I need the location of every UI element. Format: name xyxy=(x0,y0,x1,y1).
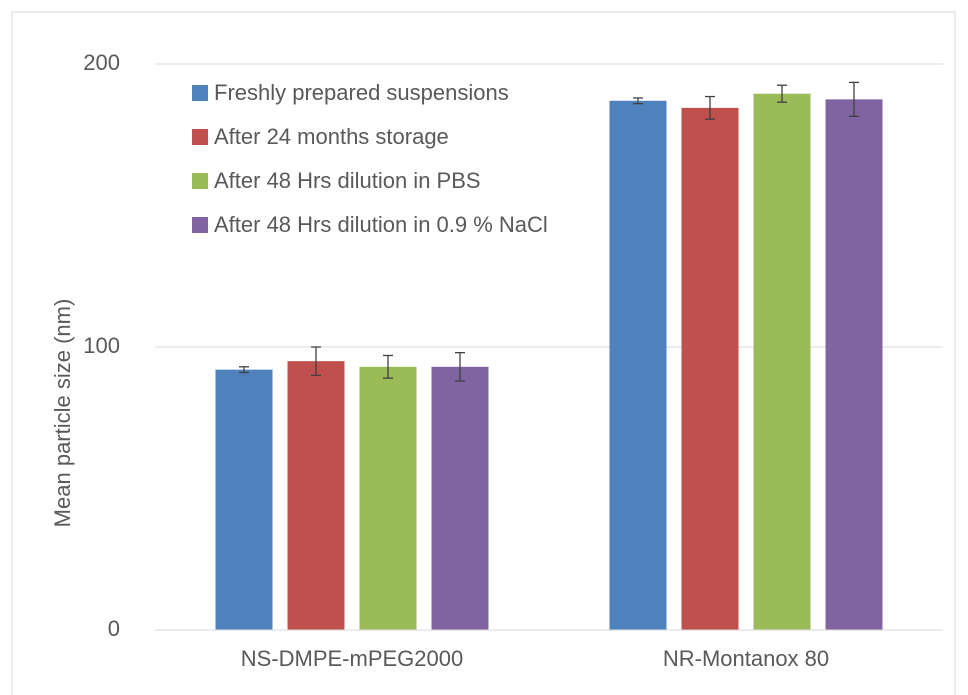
error-bar xyxy=(777,84,787,103)
x-tick-label: NS-DMPE-mPEG2000 xyxy=(241,646,464,671)
bar xyxy=(825,99,883,630)
legend-label: Freshly prepared suspensions xyxy=(214,80,509,105)
legend-item: Freshly prepared suspensions xyxy=(192,78,552,108)
legend-item: After 48 Hrs dilution in 0.9 % NaCl xyxy=(192,210,552,240)
legend-swatch xyxy=(192,173,208,189)
legend-swatch xyxy=(192,85,208,101)
error-bar xyxy=(239,366,249,374)
bar xyxy=(359,366,417,630)
legend-label: After 48 Hrs dilution in PBS xyxy=(214,168,481,193)
y-tick-label: 0 xyxy=(108,616,120,641)
bar xyxy=(609,100,667,631)
x-tick-label: NR-Montanox 80 xyxy=(663,646,829,671)
chart-border xyxy=(11,11,956,695)
y-axis-label: Mean particle size (nm) xyxy=(50,299,75,528)
error-bar xyxy=(383,354,393,379)
legend-swatch xyxy=(192,129,208,145)
legend-label: After 48 Hrs dilution in 0.9 % NaCl xyxy=(214,212,548,237)
legend-label: After 24 months storage xyxy=(214,124,449,149)
y-tick-label: 100 xyxy=(83,333,120,358)
error-bar xyxy=(705,95,715,120)
bar xyxy=(753,93,811,631)
legend: Freshly prepared suspensions After 24 mon… xyxy=(192,78,552,254)
bar xyxy=(215,369,273,630)
error-bar xyxy=(311,346,321,376)
bar xyxy=(681,107,739,631)
legend-item: After 48 Hrs dilution in PBS xyxy=(192,166,552,196)
legend-swatch xyxy=(192,217,208,233)
y-tick-label: 200 xyxy=(83,50,120,75)
error-bar xyxy=(633,97,643,105)
legend-item: After 24 months storage xyxy=(192,122,552,152)
bar xyxy=(287,361,345,630)
bar xyxy=(431,366,489,630)
error-bar xyxy=(849,81,859,118)
error-bar xyxy=(455,352,465,382)
